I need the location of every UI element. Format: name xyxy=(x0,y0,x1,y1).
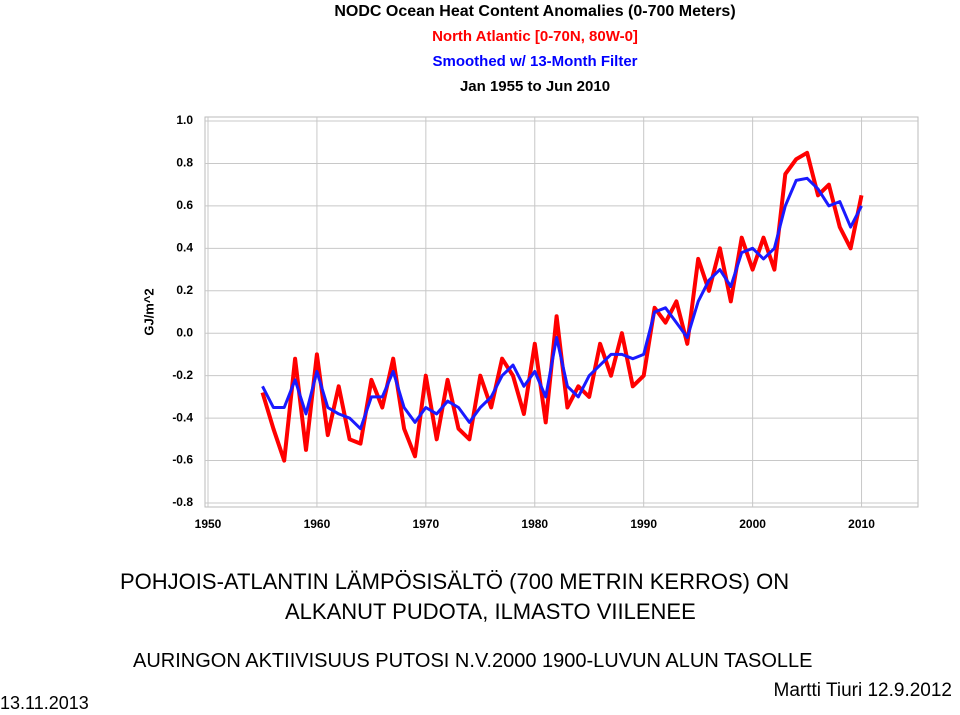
heading: POHJOIS-ATLANTIN LÄMPÖSISÄLTÖ (700 METRI… xyxy=(0,567,960,627)
y-tick-label: 0.2 xyxy=(176,283,193,297)
data-line xyxy=(261,176,863,431)
chart: NODC Ocean Heat Content Anomalies (0-700… xyxy=(141,3,919,531)
y-axis-label: GJ/m^2 xyxy=(141,288,156,335)
x-tick-label: 1970 xyxy=(412,517,439,531)
x-tick-label: 1990 xyxy=(630,517,657,531)
y-tick-label: -0.6 xyxy=(172,453,193,467)
chart-subtitle: Jan 1955 to Jun 2010 xyxy=(460,78,610,95)
y-tick-label: -0.2 xyxy=(172,368,193,382)
chart-title: NODC Ocean Heat Content Anomalies (0-700… xyxy=(334,3,735,20)
x-tick-label: 2010 xyxy=(848,517,875,531)
author: Martti Tiuri 12.9.2012 xyxy=(773,680,952,701)
x-tick-label: 1960 xyxy=(304,517,331,531)
y-tick-label: 0.0 xyxy=(176,325,193,339)
x-tick-label: 1980 xyxy=(521,517,548,531)
x-tick-label: 1950 xyxy=(195,517,222,531)
chart-subtitle: North Atlantic [0-70N, 80W-0] xyxy=(432,28,638,45)
plot-area xyxy=(204,116,919,508)
y-tick-label: 0.8 xyxy=(176,156,193,170)
x-tick-label: 2000 xyxy=(739,517,766,531)
chart-subtitle: Smoothed w/ 13-Month Filter xyxy=(433,53,638,70)
y-tick-label: 0.4 xyxy=(176,241,193,255)
date: 13.11.2013 xyxy=(0,693,89,713)
subheading: AURINGON AKTIIVISUUS PUTOSI N.V.2000 190… xyxy=(133,650,813,672)
y-tick-label: -0.4 xyxy=(172,410,193,424)
y-tick-label: 0.6 xyxy=(176,198,193,212)
y-tick-label: 1.0 xyxy=(176,113,193,127)
heading-line: POHJOIS-ATLANTIN LÄMPÖSISÄLTÖ (700 METRI… xyxy=(120,569,790,594)
heading-line: ALKANUT PUDOTA, ILMASTO VIILENEE xyxy=(285,599,696,624)
y-tick-label: -0.8 xyxy=(172,495,193,509)
